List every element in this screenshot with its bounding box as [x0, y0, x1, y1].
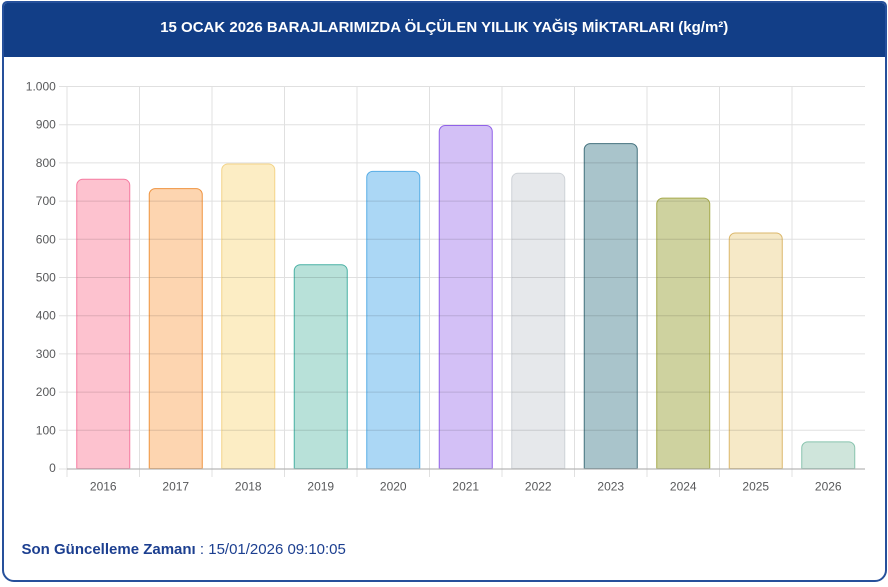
svg-text:300: 300 — [36, 347, 56, 361]
svg-text:2024: 2024 — [670, 480, 697, 494]
svg-text:2017: 2017 — [162, 480, 189, 494]
svg-text:100: 100 — [36, 423, 56, 437]
svg-text:200: 200 — [36, 385, 56, 399]
svg-text:600: 600 — [36, 232, 56, 246]
svg-text:2019: 2019 — [307, 480, 334, 494]
svg-text:1.000: 1.000 — [26, 80, 56, 94]
svg-text:2020: 2020 — [380, 480, 407, 494]
svg-text:2022: 2022 — [525, 480, 552, 494]
svg-text:400: 400 — [36, 309, 56, 323]
svg-text:2025: 2025 — [742, 480, 769, 494]
svg-text:2016: 2016 — [90, 480, 117, 494]
svg-text:2023: 2023 — [597, 480, 624, 494]
svg-text:2026: 2026 — [815, 480, 842, 494]
svg-text:0: 0 — [49, 461, 56, 475]
svg-text:500: 500 — [36, 271, 56, 285]
svg-text:800: 800 — [36, 156, 56, 170]
svg-text:2021: 2021 — [452, 480, 479, 494]
svg-text:900: 900 — [36, 118, 56, 132]
svg-text:2018: 2018 — [235, 480, 262, 494]
svg-text:700: 700 — [36, 194, 56, 208]
